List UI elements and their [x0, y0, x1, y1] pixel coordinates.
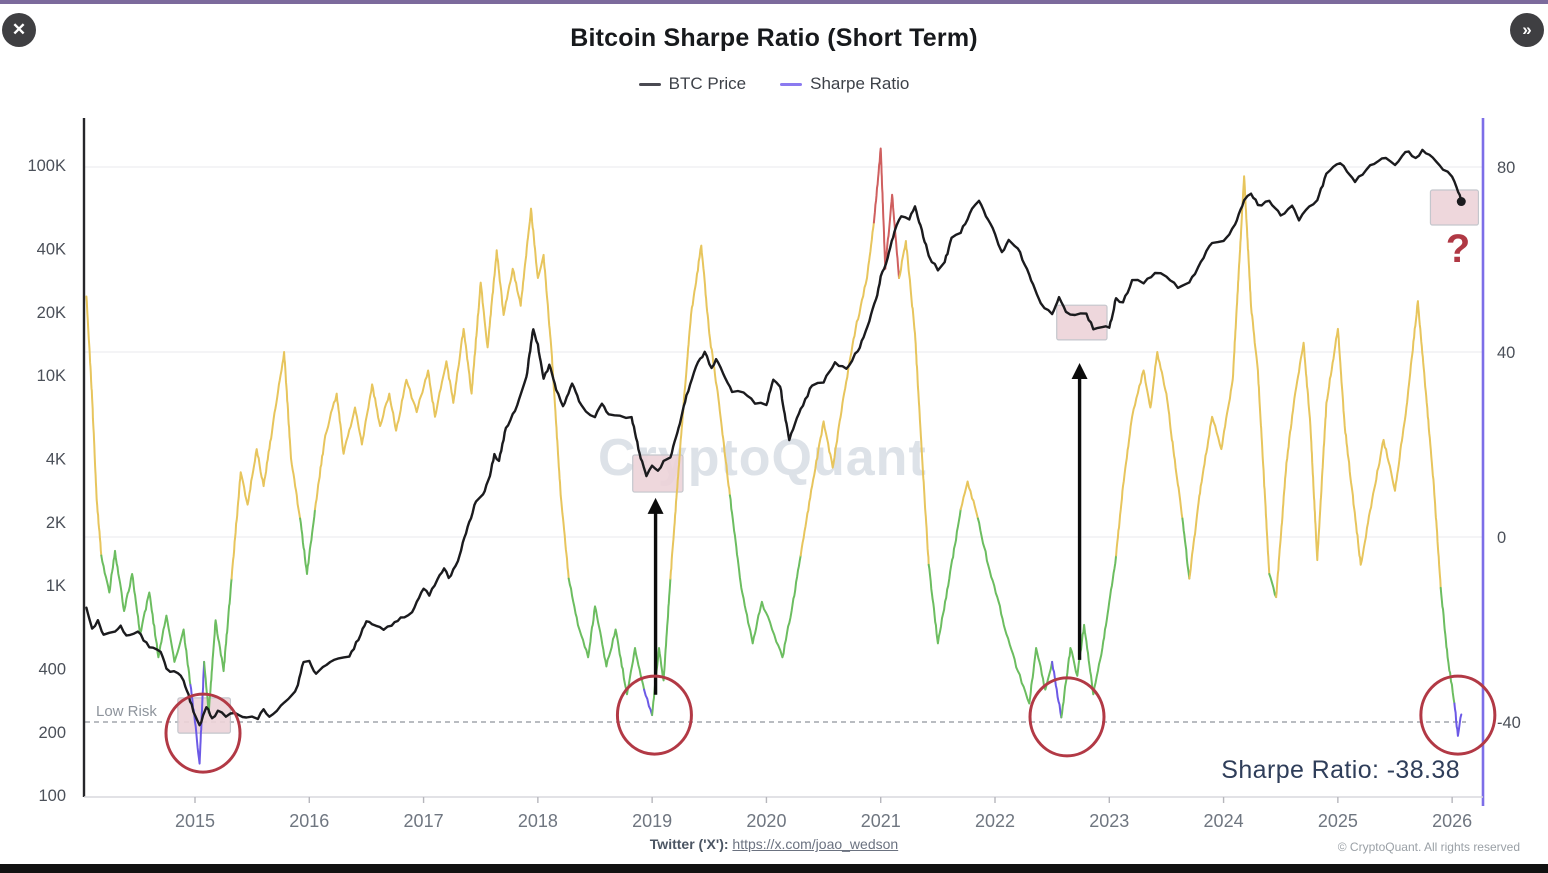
legend-label: BTC Price: [668, 74, 747, 93]
x-tick-label: 2017: [404, 811, 444, 831]
sharpe-ratio-line: [230, 351, 302, 580]
sharpe-ratio-line: [669, 244, 731, 580]
y-left-tick-label: 10K: [37, 367, 66, 385]
question-mark-annotation: ?: [1445, 227, 1471, 271]
y-right-tick-label: 80: [1497, 159, 1515, 177]
x-tick-label: 2021: [861, 811, 901, 831]
y-left-tick-label: 40K: [37, 241, 66, 259]
low-point-circle: [615, 674, 693, 756]
up-arrow-head: [1071, 363, 1088, 380]
x-tick-label: 2016: [289, 811, 329, 831]
sharpe-ratio-line: [299, 508, 316, 575]
sharpe-ratio-line: [1181, 517, 1191, 580]
twitter-label: Twitter ('X'):: [649, 836, 729, 852]
sharpe-ratio-line: [314, 207, 570, 580]
close-icon: ✕: [11, 20, 27, 39]
up-arrow-head: [647, 497, 664, 514]
legend-item-sharpe-ratio[interactable]: Sharpe Ratio: [780, 74, 909, 94]
next-button[interactable]: »: [1510, 13, 1544, 47]
copyright-notice: © CryptoQuant. All rights reserved: [1337, 840, 1520, 854]
y-right-tick-label: 40: [1497, 344, 1515, 362]
bottom-bar: [0, 864, 1548, 873]
low-point-circle: [1028, 676, 1106, 758]
x-tick-label: 2019: [632, 811, 672, 831]
sharpe-ratio-line: [1051, 660, 1063, 719]
y-left-tick-label: 400: [38, 661, 66, 679]
y-right-tick-label: 0: [1497, 529, 1506, 547]
x-tick-label: 2022: [975, 811, 1015, 831]
x-tick-label: 2024: [1204, 811, 1244, 831]
sharpe-ratio-line: [898, 240, 930, 566]
sharpe-ratio-line: [728, 494, 802, 659]
sharpe-ratio-line: [643, 688, 654, 717]
sharpe-ratio-line: [1453, 702, 1463, 737]
sharpe-ratio-readout: Sharpe Ratio: -38.38: [1221, 756, 1460, 784]
sharpe-ratio-line: [100, 549, 192, 686]
x-tick-label: 2025: [1318, 811, 1358, 831]
legend-item-btc-price[interactable]: BTC Price: [638, 74, 747, 94]
low-point-circle: [164, 692, 242, 774]
footer-attribution: Twitter ('X'): https://x.com/joao_wedson: [0, 836, 1548, 852]
btc-price-line: [85, 148, 1463, 727]
sharpe-ratio-line: [1268, 573, 1278, 599]
page-title: Bitcoin Sharpe Ratio (Short Term): [570, 24, 978, 52]
y-left-tick-label: 1K: [46, 577, 66, 595]
sharpe-ratio-line: [85, 295, 103, 557]
sharpe-ratio-line-swatch: [780, 82, 803, 86]
top-accent-bar: [0, 0, 1548, 4]
x-tick-label: 2018: [518, 811, 558, 831]
low-point-circle: [1419, 674, 1497, 756]
sharpe-ratio-line: [1060, 554, 1118, 719]
close-button[interactable]: ✕: [2, 13, 36, 47]
sharpe-ratio-line: [976, 517, 1054, 705]
y-left-tick-label: 20K: [37, 304, 66, 322]
sharpe-ratio-line: [872, 147, 900, 279]
highlight-box: [632, 454, 684, 493]
chart-legend: BTC Price Sharpe Ratio: [0, 74, 1548, 94]
sharpe-ratio-line: [567, 577, 646, 696]
y-left-tick-label: 2K: [46, 514, 66, 532]
sharpe-ratio-line: [799, 221, 875, 557]
legend-label: Sharpe Ratio: [810, 74, 910, 93]
sharpe-ratio-line: [927, 508, 962, 645]
low-risk-label: Low Risk: [96, 703, 157, 720]
y-left-tick-label: 100K: [27, 157, 66, 175]
y-left-tick-label: 4K: [46, 451, 66, 469]
sharpe-ratio-line: [1275, 300, 1442, 599]
sharpe-ratio-line: [1115, 351, 1184, 557]
sharpe-ratio-line: [1188, 175, 1271, 580]
x-tick-label: 2026: [1432, 811, 1472, 831]
twitter-link[interactable]: https://x.com/joao_wedson: [732, 836, 899, 852]
x-tick-label: 2020: [746, 811, 786, 831]
y-left-tick-label: 200: [38, 724, 66, 742]
btc-price-endpoint-dot: [1456, 197, 1466, 207]
sharpe-ratio-line: [959, 480, 979, 520]
sharpe-ratio-line: [1439, 586, 1456, 705]
highlight-box: [1429, 189, 1480, 226]
x-tick-label: 2015: [175, 811, 215, 831]
y-right-tick-label: -40: [1497, 714, 1521, 732]
sharpe-ratio-line: [203, 577, 233, 714]
btc-price-line-swatch: [638, 82, 661, 86]
x-tick-label: 2023: [1089, 811, 1129, 831]
chevrons-right-icon: »: [1522, 20, 1532, 39]
y-left-tick-label: 100: [38, 787, 66, 805]
